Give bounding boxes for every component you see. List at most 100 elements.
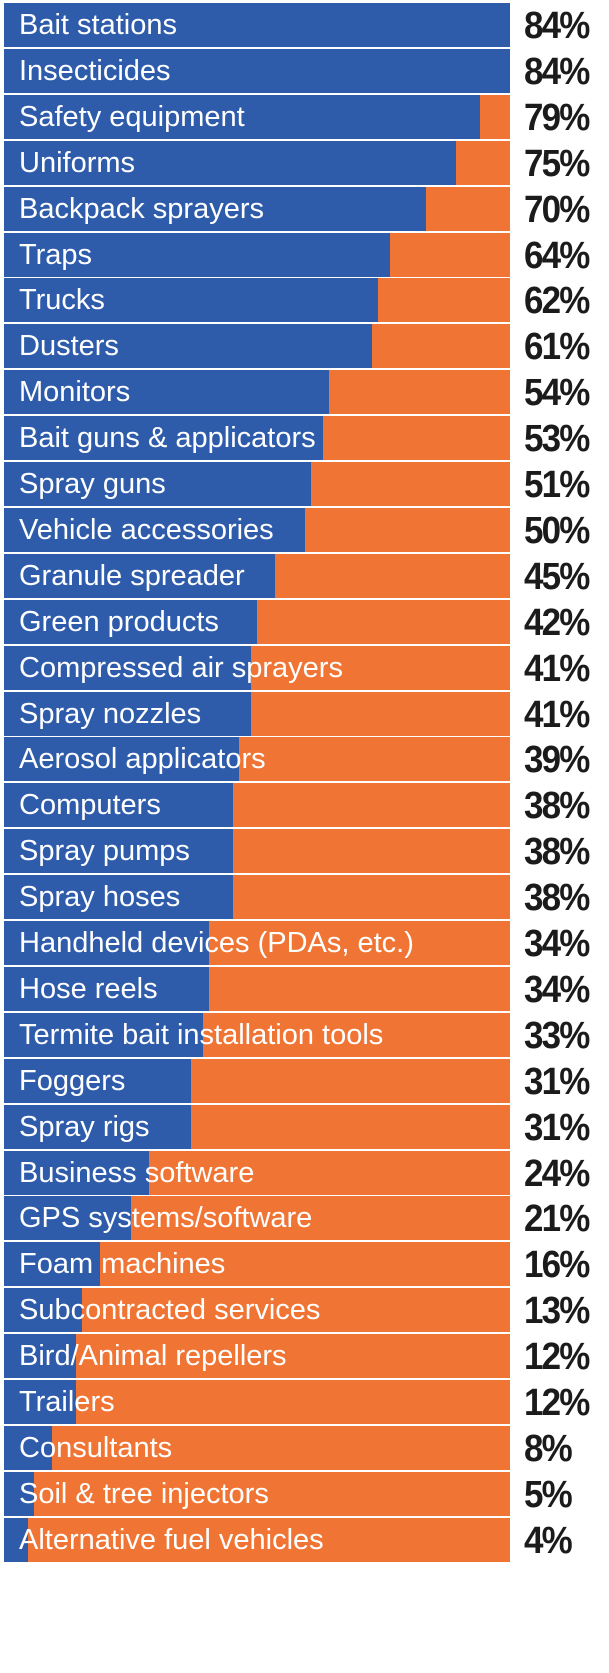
bar-value	[4, 599, 257, 644]
bar-value	[4, 691, 251, 736]
bar-value	[4, 278, 378, 323]
bar-value	[4, 1242, 101, 1287]
category-label: Termite bait installation tools	[19, 1018, 384, 1051]
value-label: 61%	[524, 326, 590, 369]
bar-remainder	[4, 1334, 510, 1379]
bar-value	[4, 462, 312, 506]
value-label: 8%	[524, 1427, 573, 1470]
bar-value	[4, 1380, 77, 1424]
value-label: 33%	[524, 1014, 590, 1057]
category-label: Monitors	[19, 376, 131, 409]
bar-value	[4, 783, 233, 828]
bar-value	[4, 921, 209, 965]
value-label: 75%	[524, 142, 590, 185]
value-label: 12%	[524, 1336, 590, 1379]
category-label: Traps	[19, 238, 93, 271]
category-label: Uniforms	[19, 146, 136, 179]
value-label: 13%	[524, 1290, 590, 1333]
category-label: Vehicle accessories	[19, 513, 274, 546]
bar-value	[4, 966, 209, 1011]
category-label: Business software	[19, 1156, 255, 1189]
bar-value	[4, 1012, 203, 1057]
category-label: Spray hoses	[19, 881, 181, 914]
category-label: Spray pumps	[19, 835, 190, 868]
value-label: 38%	[524, 785, 590, 828]
bar-value	[4, 186, 426, 231]
category-label: Foam machines	[19, 1248, 226, 1281]
bar-remainder	[4, 1425, 510, 1470]
value-label: 51%	[524, 464, 590, 506]
value-label: 34%	[524, 923, 590, 965]
value-label: 84%	[524, 5, 590, 47]
category-label: Trucks	[19, 284, 105, 317]
category-label: Hose reels	[19, 972, 158, 1005]
category-label: Backpack sprayers	[19, 192, 264, 225]
category-label: Foggers	[19, 1064, 126, 1097]
bar-value	[4, 48, 510, 93]
category-label: Granule spreader	[19, 559, 245, 592]
category-label: Trailers	[19, 1386, 115, 1418]
bar-value	[4, 1058, 191, 1103]
category-label: Consultants	[19, 1431, 173, 1464]
category-label: Spray guns	[19, 468, 166, 500]
category-label: Aerosol applicators	[19, 743, 266, 776]
category-label: Safety equipment	[19, 100, 245, 133]
bar-remainder	[4, 1288, 510, 1333]
value-label: 24%	[524, 1152, 590, 1195]
bar-value	[4, 1196, 131, 1241]
category-label: GPS systems/software	[19, 1202, 313, 1235]
bar-remainder	[4, 1471, 510, 1516]
category-label: Insecticides	[19, 54, 171, 87]
bar-value	[4, 416, 324, 461]
bar-value	[4, 140, 456, 185]
category-label: Spray nozzles	[19, 697, 202, 730]
value-label: 79%	[524, 96, 590, 139]
bar-value	[4, 370, 330, 415]
bar-value	[4, 324, 372, 369]
value-label: 34%	[524, 968, 590, 1011]
bar-remainder	[4, 1517, 510, 1562]
value-label: 12%	[524, 1382, 590, 1424]
bar-value	[4, 737, 239, 782]
value-label: 41%	[524, 647, 590, 690]
category-label: Bait guns & applicators	[19, 422, 316, 455]
value-label: 5%	[524, 1473, 573, 1516]
bar-value	[4, 94, 480, 139]
value-label: 53%	[524, 418, 590, 461]
bar-remainder	[4, 1380, 510, 1424]
value-label: 41%	[524, 693, 590, 736]
value-label: 31%	[524, 1060, 590, 1103]
bar-value	[4, 1334, 77, 1379]
value-label: 45%	[524, 555, 590, 598]
category-label: Green products	[19, 605, 219, 638]
value-label: 16%	[524, 1244, 590, 1287]
value-label: 31%	[524, 1106, 590, 1149]
bar-value	[4, 3, 510, 47]
value-label: 21%	[524, 1198, 590, 1241]
category-label: Handheld devices (PDAs, etc.)	[19, 927, 414, 959]
bar-value	[4, 875, 233, 920]
bar-value	[4, 829, 233, 874]
category-label: Dusters	[19, 330, 119, 363]
bar-value	[4, 507, 306, 552]
bar-value	[4, 1471, 35, 1516]
value-label: 70%	[524, 188, 590, 231]
value-label: 50%	[524, 509, 590, 552]
category-label: Subcontracted services	[19, 1294, 321, 1327]
value-label: 38%	[524, 831, 590, 874]
bar-value	[4, 553, 276, 598]
value-label: 38%	[524, 877, 590, 920]
bar-value	[4, 1150, 149, 1195]
value-label: 39%	[524, 739, 590, 782]
category-label: Compressed air sprayers	[19, 651, 343, 684]
category-label: Bird/Animal repellers	[19, 1340, 287, 1373]
value-label: 4%	[524, 1519, 573, 1562]
bar-value	[4, 1517, 29, 1562]
value-label: 62%	[524, 280, 590, 323]
value-label: 84%	[524, 50, 590, 93]
bar-value	[4, 645, 251, 690]
value-label: 64%	[524, 234, 590, 277]
category-label: Soil & tree injectors	[19, 1477, 269, 1510]
bar-value	[4, 1104, 191, 1149]
